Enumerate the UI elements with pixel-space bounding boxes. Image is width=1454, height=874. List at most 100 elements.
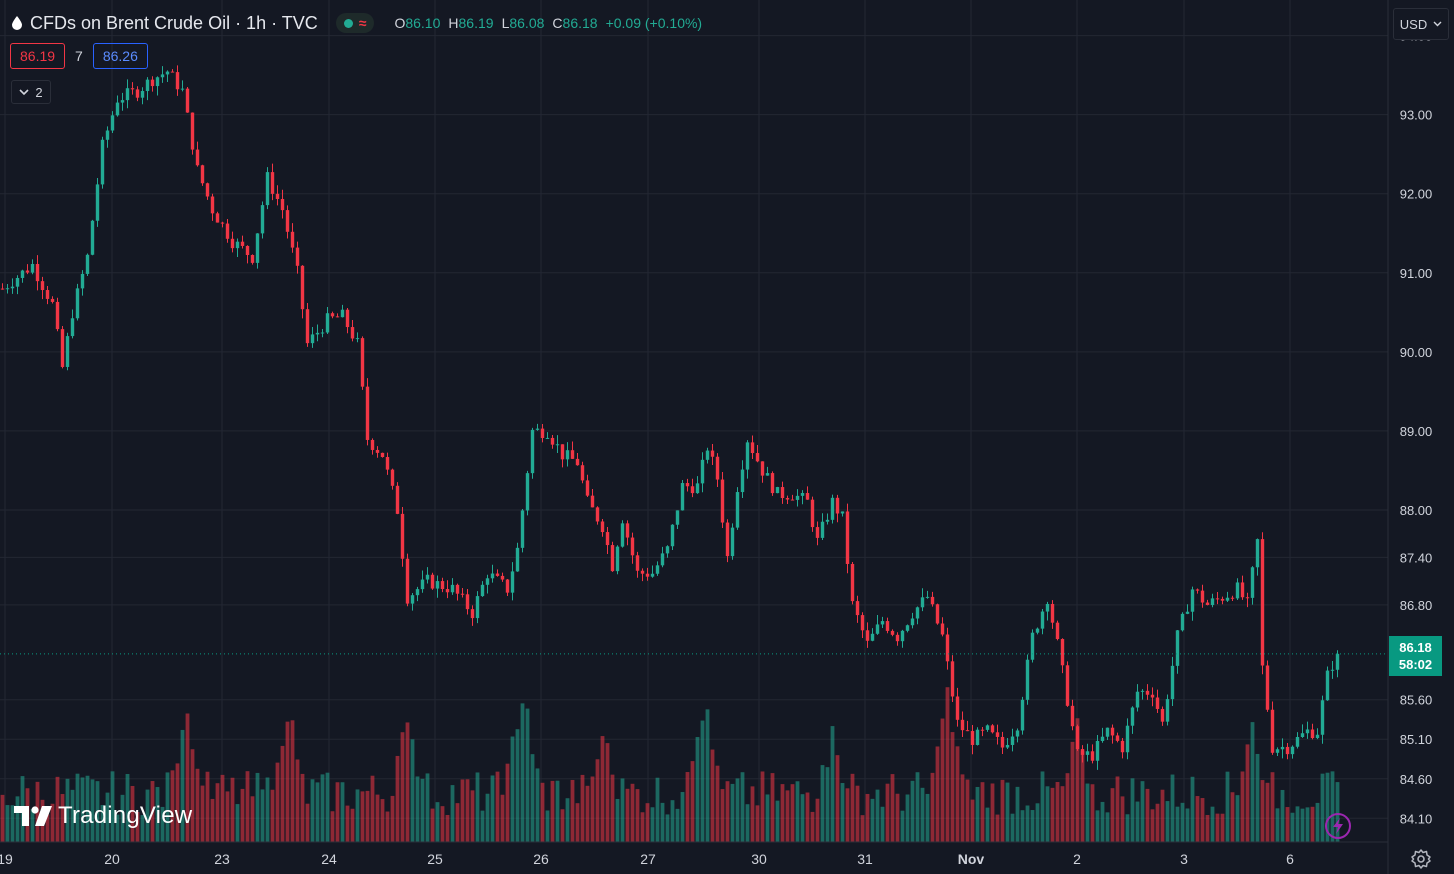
volume-bar	[105, 792, 110, 842]
volume-bar	[510, 736, 515, 842]
candle-body	[700, 459, 705, 484]
gear-icon[interactable]	[1410, 848, 1432, 870]
x-tick-label: 25	[427, 851, 443, 867]
volume-bar	[1045, 786, 1050, 842]
volume-bar	[385, 811, 390, 842]
candle	[260, 201, 265, 239]
candle	[825, 513, 830, 525]
candle	[95, 177, 100, 227]
candle-body	[385, 457, 390, 470]
volume-bar	[665, 814, 670, 842]
volume-bar	[995, 814, 1000, 842]
candle	[340, 304, 345, 318]
volume-bar	[545, 810, 550, 842]
candle-body	[1315, 734, 1320, 739]
candle-body	[395, 485, 400, 514]
volume-bar	[310, 779, 315, 842]
candle-body	[1165, 699, 1170, 722]
volume-bar	[910, 780, 915, 842]
indicators-collapse-button[interactable]: 2	[11, 80, 51, 104]
candle	[740, 460, 745, 498]
candle-body	[190, 112, 195, 150]
chevron-down-icon	[19, 88, 29, 95]
lightning-icon[interactable]	[1324, 812, 1352, 840]
x-tick-label: 27	[640, 851, 656, 867]
candle	[1290, 745, 1295, 759]
volume-bar	[255, 772, 260, 842]
candle	[1055, 620, 1060, 641]
candle-body	[440, 581, 445, 590]
volume-bar	[1305, 807, 1310, 842]
candle	[290, 223, 295, 253]
candle-body	[265, 172, 270, 206]
candle	[835, 494, 840, 523]
candle	[265, 167, 270, 210]
symbol-title[interactable]: CFDs on Brent Crude Oil · 1h · TVC	[30, 12, 318, 33]
volume-bar	[180, 729, 185, 842]
candle	[655, 561, 660, 576]
candle	[1125, 718, 1130, 760]
y-tick-label: 93.00	[1400, 108, 1433, 123]
volume-bar	[1240, 771, 1245, 842]
candle	[765, 466, 770, 476]
volume-bar	[295, 759, 300, 842]
delay-wave-icon: ≈	[358, 15, 367, 31]
status-pill[interactable]: ≈	[335, 13, 375, 33]
candle	[460, 587, 465, 598]
volume-bar	[1110, 788, 1115, 842]
ohlc-open-label: O	[394, 15, 406, 31]
candle-body	[600, 521, 605, 533]
x-axis[interactable]: 19 20 23 24 25 26 27 30 31 Nov 2 3 6	[0, 851, 1294, 867]
volume-bar	[215, 783, 220, 842]
tradingview-logo[interactable]: TradingView	[14, 802, 192, 830]
candle-body	[1135, 691, 1140, 708]
candle	[1130, 706, 1135, 734]
y-axis[interactable]: 94.0093.0092.0091.0090.0089.0088.0087.40…	[1400, 29, 1433, 827]
candle	[390, 468, 395, 490]
candle	[1155, 689, 1160, 713]
buy-button[interactable]: 86.26	[92, 43, 148, 69]
candle	[275, 185, 280, 206]
candle-body	[40, 281, 45, 291]
candle-body	[105, 130, 110, 140]
candle	[515, 542, 520, 572]
volume-bar	[645, 803, 650, 842]
currency-selector[interactable]: USD	[1393, 8, 1449, 40]
candle	[210, 193, 215, 221]
volume-bar	[130, 785, 135, 842]
candle-body	[1160, 708, 1165, 722]
volume-bar	[115, 814, 120, 842]
sell-button[interactable]: 86.19	[10, 43, 66, 69]
candle-body	[975, 729, 980, 745]
volume-bar	[1195, 796, 1200, 842]
candle-body	[625, 523, 630, 538]
volume-bar	[750, 786, 755, 842]
candle-body	[1320, 700, 1325, 735]
volume-bar	[140, 815, 145, 842]
candle-body	[95, 184, 100, 221]
candle	[1135, 684, 1140, 712]
candle	[1045, 601, 1050, 621]
candle-body	[605, 532, 610, 546]
volume-bar	[655, 777, 660, 842]
candle	[710, 443, 715, 465]
volume-bar	[835, 755, 840, 842]
candle-body	[455, 584, 460, 594]
candle	[1325, 666, 1330, 701]
volume-bar	[470, 790, 475, 842]
candle-body	[935, 604, 940, 624]
candle-body	[355, 338, 360, 340]
volume-bar	[945, 687, 950, 842]
candle	[470, 605, 475, 626]
candle-body	[370, 439, 375, 450]
logo-text: TradingView	[58, 802, 193, 829]
volume-bar	[290, 720, 295, 842]
ohlc-change: +0.09 (+0.10%)	[605, 15, 703, 31]
candle	[735, 487, 740, 530]
candle-body	[610, 545, 615, 572]
volume-bar	[760, 771, 765, 842]
candle-body	[75, 288, 80, 319]
candle-body	[1075, 726, 1080, 750]
y-tick-label: 89.00	[1400, 424, 1433, 439]
